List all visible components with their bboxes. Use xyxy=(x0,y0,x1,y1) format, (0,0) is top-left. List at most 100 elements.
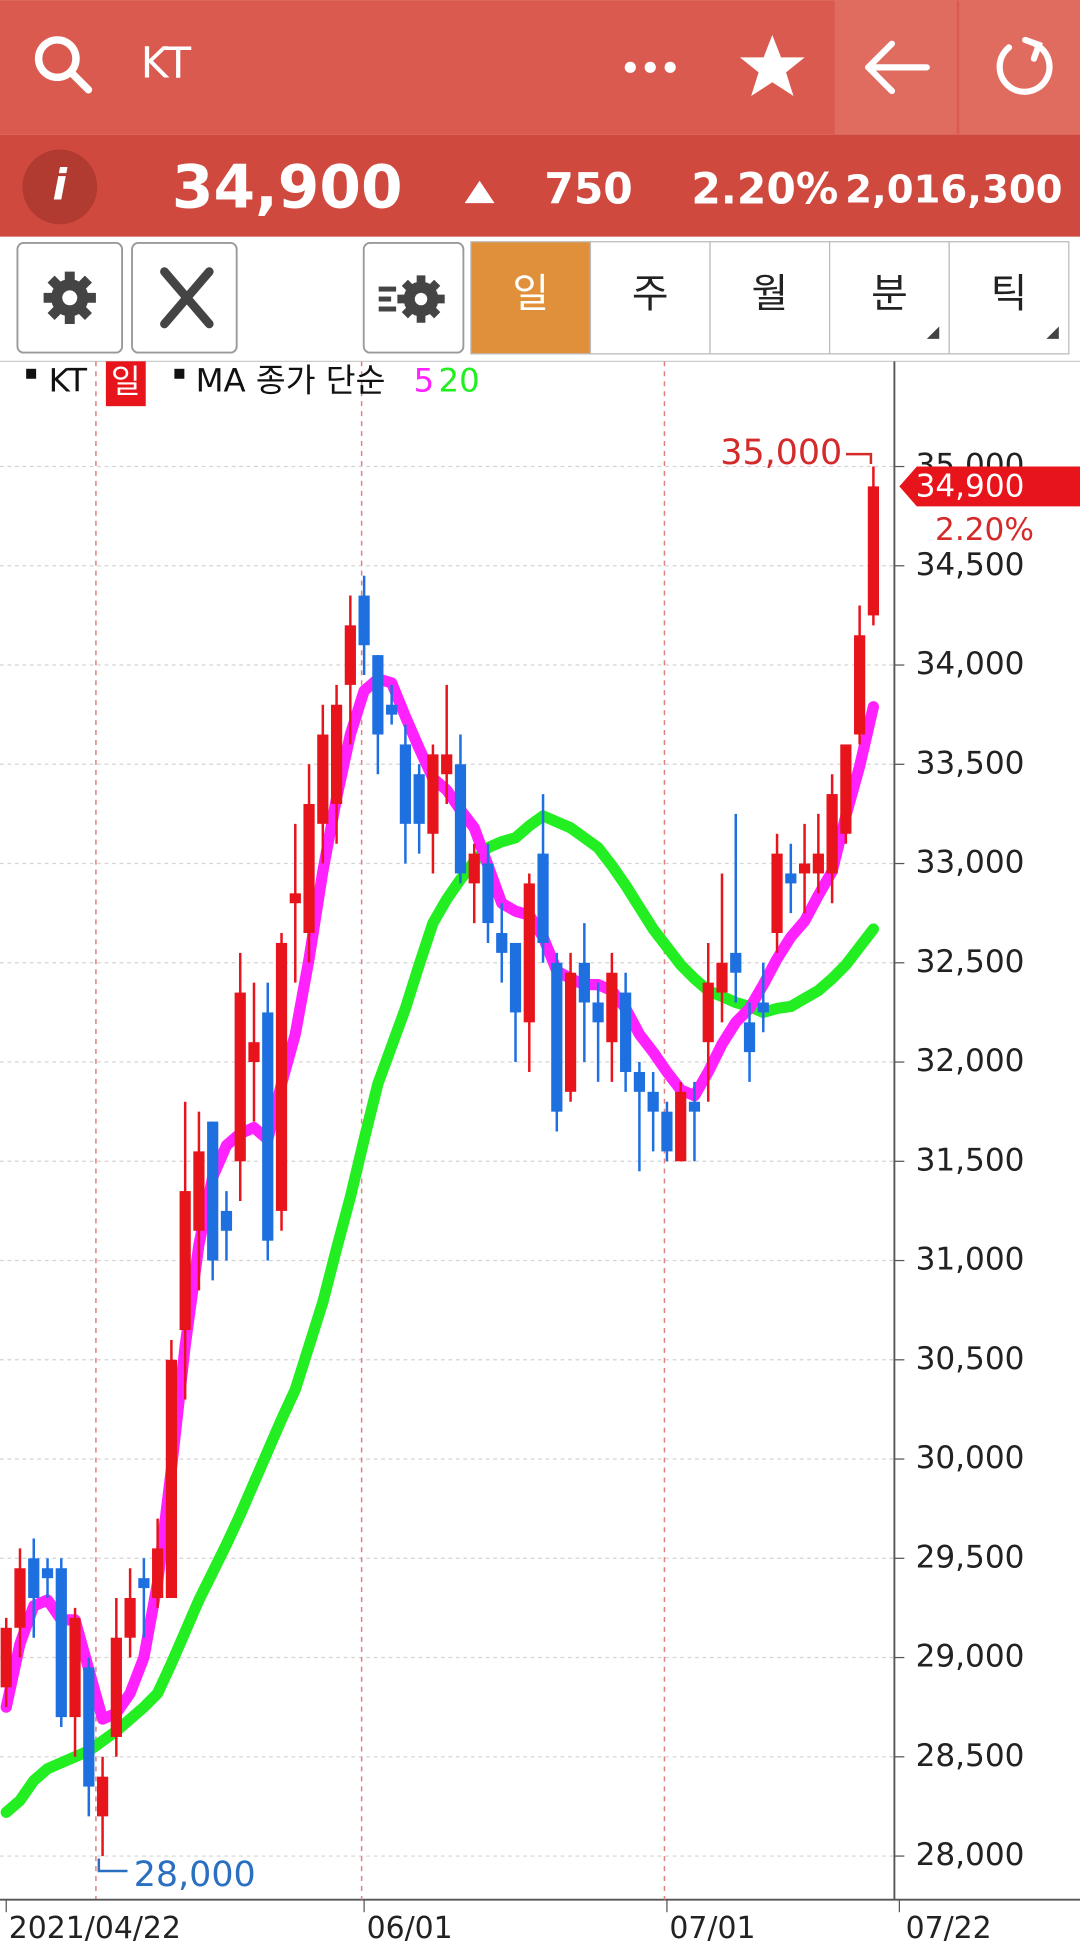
period-tab[interactable] xyxy=(589,241,711,355)
period-tab[interactable] xyxy=(828,241,950,355)
candle-body xyxy=(0,1627,12,1688)
candle-body xyxy=(757,1002,769,1013)
candle-body xyxy=(124,1598,136,1638)
y-tick-label: 32,000 xyxy=(916,1043,1025,1079)
candle-body xyxy=(413,774,425,824)
back-icon[interactable] xyxy=(865,40,930,95)
candle-body xyxy=(523,883,535,1023)
candle-body xyxy=(675,1091,687,1162)
candle-body xyxy=(330,704,343,804)
annotation-label: 28,000 xyxy=(134,1855,256,1895)
annotation-label: 35,000 xyxy=(720,433,842,473)
candle-body xyxy=(867,486,880,616)
candle-body xyxy=(826,794,838,874)
quote-bar xyxy=(0,134,1080,237)
candle-body xyxy=(220,1210,233,1231)
y-tick-label: 29,500 xyxy=(916,1539,1025,1575)
candle-body xyxy=(702,982,714,1043)
candle-body xyxy=(661,1111,673,1152)
quote-volume: 2,016,300 xyxy=(845,167,1062,212)
y-tick-label: 29,000 xyxy=(916,1639,1025,1675)
stock-title: KT xyxy=(141,39,191,88)
candle-body xyxy=(688,1101,701,1112)
y-tick-label: 32,500 xyxy=(916,944,1025,980)
period-tab[interactable] xyxy=(948,241,1070,355)
candle-body xyxy=(152,1548,164,1599)
candle-body xyxy=(317,734,329,824)
more-icon[interactable] xyxy=(624,61,676,73)
y-tick-label: 30,000 xyxy=(916,1440,1025,1476)
annotation-arrow xyxy=(846,452,873,465)
candle-body xyxy=(386,704,398,715)
candle-body xyxy=(798,863,811,874)
y-tick-label: 34,000 xyxy=(916,646,1025,682)
annotation-arrow xyxy=(97,1858,128,1873)
period-tab-label: 분 xyxy=(871,271,908,317)
period-tab-label: 월 xyxy=(751,271,788,317)
period-tab-label: 일 xyxy=(512,271,549,317)
candle-body xyxy=(647,1091,659,1112)
candle-body xyxy=(620,992,632,1072)
legend-entry: 20 xyxy=(438,362,479,400)
y-tick-label: 33,500 xyxy=(916,745,1025,781)
candle-body xyxy=(468,853,480,884)
quote-change-pct: 2.20% xyxy=(691,164,838,213)
star-icon[interactable] xyxy=(739,34,805,96)
last-change-label: 2.20% xyxy=(935,512,1034,548)
candle-body xyxy=(275,942,288,1211)
candle-body xyxy=(537,853,549,943)
candle-body xyxy=(193,1151,205,1231)
candle-body xyxy=(785,873,797,884)
info-button[interactable] xyxy=(22,149,98,225)
candle-body xyxy=(289,893,301,904)
candle-body xyxy=(496,933,508,953)
candle-body xyxy=(854,635,866,735)
candle-body xyxy=(110,1637,122,1737)
refresh-button-bg[interactable] xyxy=(959,0,1080,135)
last-price-badge xyxy=(899,466,1080,507)
candle-body xyxy=(262,1012,274,1241)
x-tick-label: 2021/04/22 xyxy=(9,1911,181,1946)
y-tick-label: 28,500 xyxy=(916,1738,1025,1774)
info-icon: i xyxy=(53,161,68,210)
refresh-icon[interactable] xyxy=(996,36,1053,95)
quote-change: 750 xyxy=(544,164,632,213)
y-tick-label: 34,500 xyxy=(916,547,1025,583)
last-price-label: 34,900 xyxy=(916,469,1025,505)
candle-body xyxy=(716,962,728,993)
legend-period-bg xyxy=(105,361,146,407)
candle-body xyxy=(372,655,384,735)
period-tab[interactable] xyxy=(709,241,831,355)
candle-body xyxy=(812,853,824,874)
candle-body xyxy=(441,754,453,775)
candle-body xyxy=(509,942,522,1013)
candle-body xyxy=(138,1578,150,1589)
legend-marker xyxy=(26,368,37,379)
candle-body xyxy=(743,1022,756,1053)
y-tick-label: 30,500 xyxy=(916,1341,1025,1377)
candle-body xyxy=(730,952,742,973)
y-tick-label: 31,500 xyxy=(916,1142,1025,1178)
legend-ma: MA 종가 단순 xyxy=(196,362,386,400)
legend-period: 일 xyxy=(111,363,141,401)
search-icon[interactable] xyxy=(34,36,93,94)
candle-body xyxy=(179,1191,191,1331)
period-tab-label: 주 xyxy=(632,271,669,317)
y-tick-label: 28,000 xyxy=(916,1837,1025,1873)
ma-line xyxy=(0,673,880,1725)
candle-body xyxy=(551,962,563,1112)
candle-body xyxy=(592,1002,604,1023)
candle-body xyxy=(399,744,412,824)
candle-body xyxy=(606,972,618,1043)
candle-body xyxy=(248,1042,260,1063)
submenu-corner xyxy=(1046,326,1059,339)
x-end-label: 07/22 xyxy=(906,1911,992,1946)
candle-body xyxy=(344,625,356,685)
gear-icon xyxy=(43,271,96,324)
candle-body xyxy=(427,754,439,834)
candle-body xyxy=(165,1359,178,1599)
candle-body xyxy=(840,744,852,834)
candle-body xyxy=(14,1568,26,1628)
candle-body xyxy=(207,1121,219,1261)
